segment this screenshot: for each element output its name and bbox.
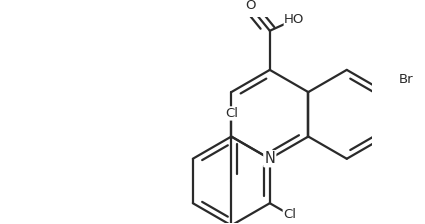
Text: HO: HO [284,13,304,26]
Text: O: O [246,0,256,12]
Text: Br: Br [399,73,414,86]
Text: Cl: Cl [225,107,238,120]
Text: N: N [264,151,275,166]
Text: Cl: Cl [283,208,296,221]
